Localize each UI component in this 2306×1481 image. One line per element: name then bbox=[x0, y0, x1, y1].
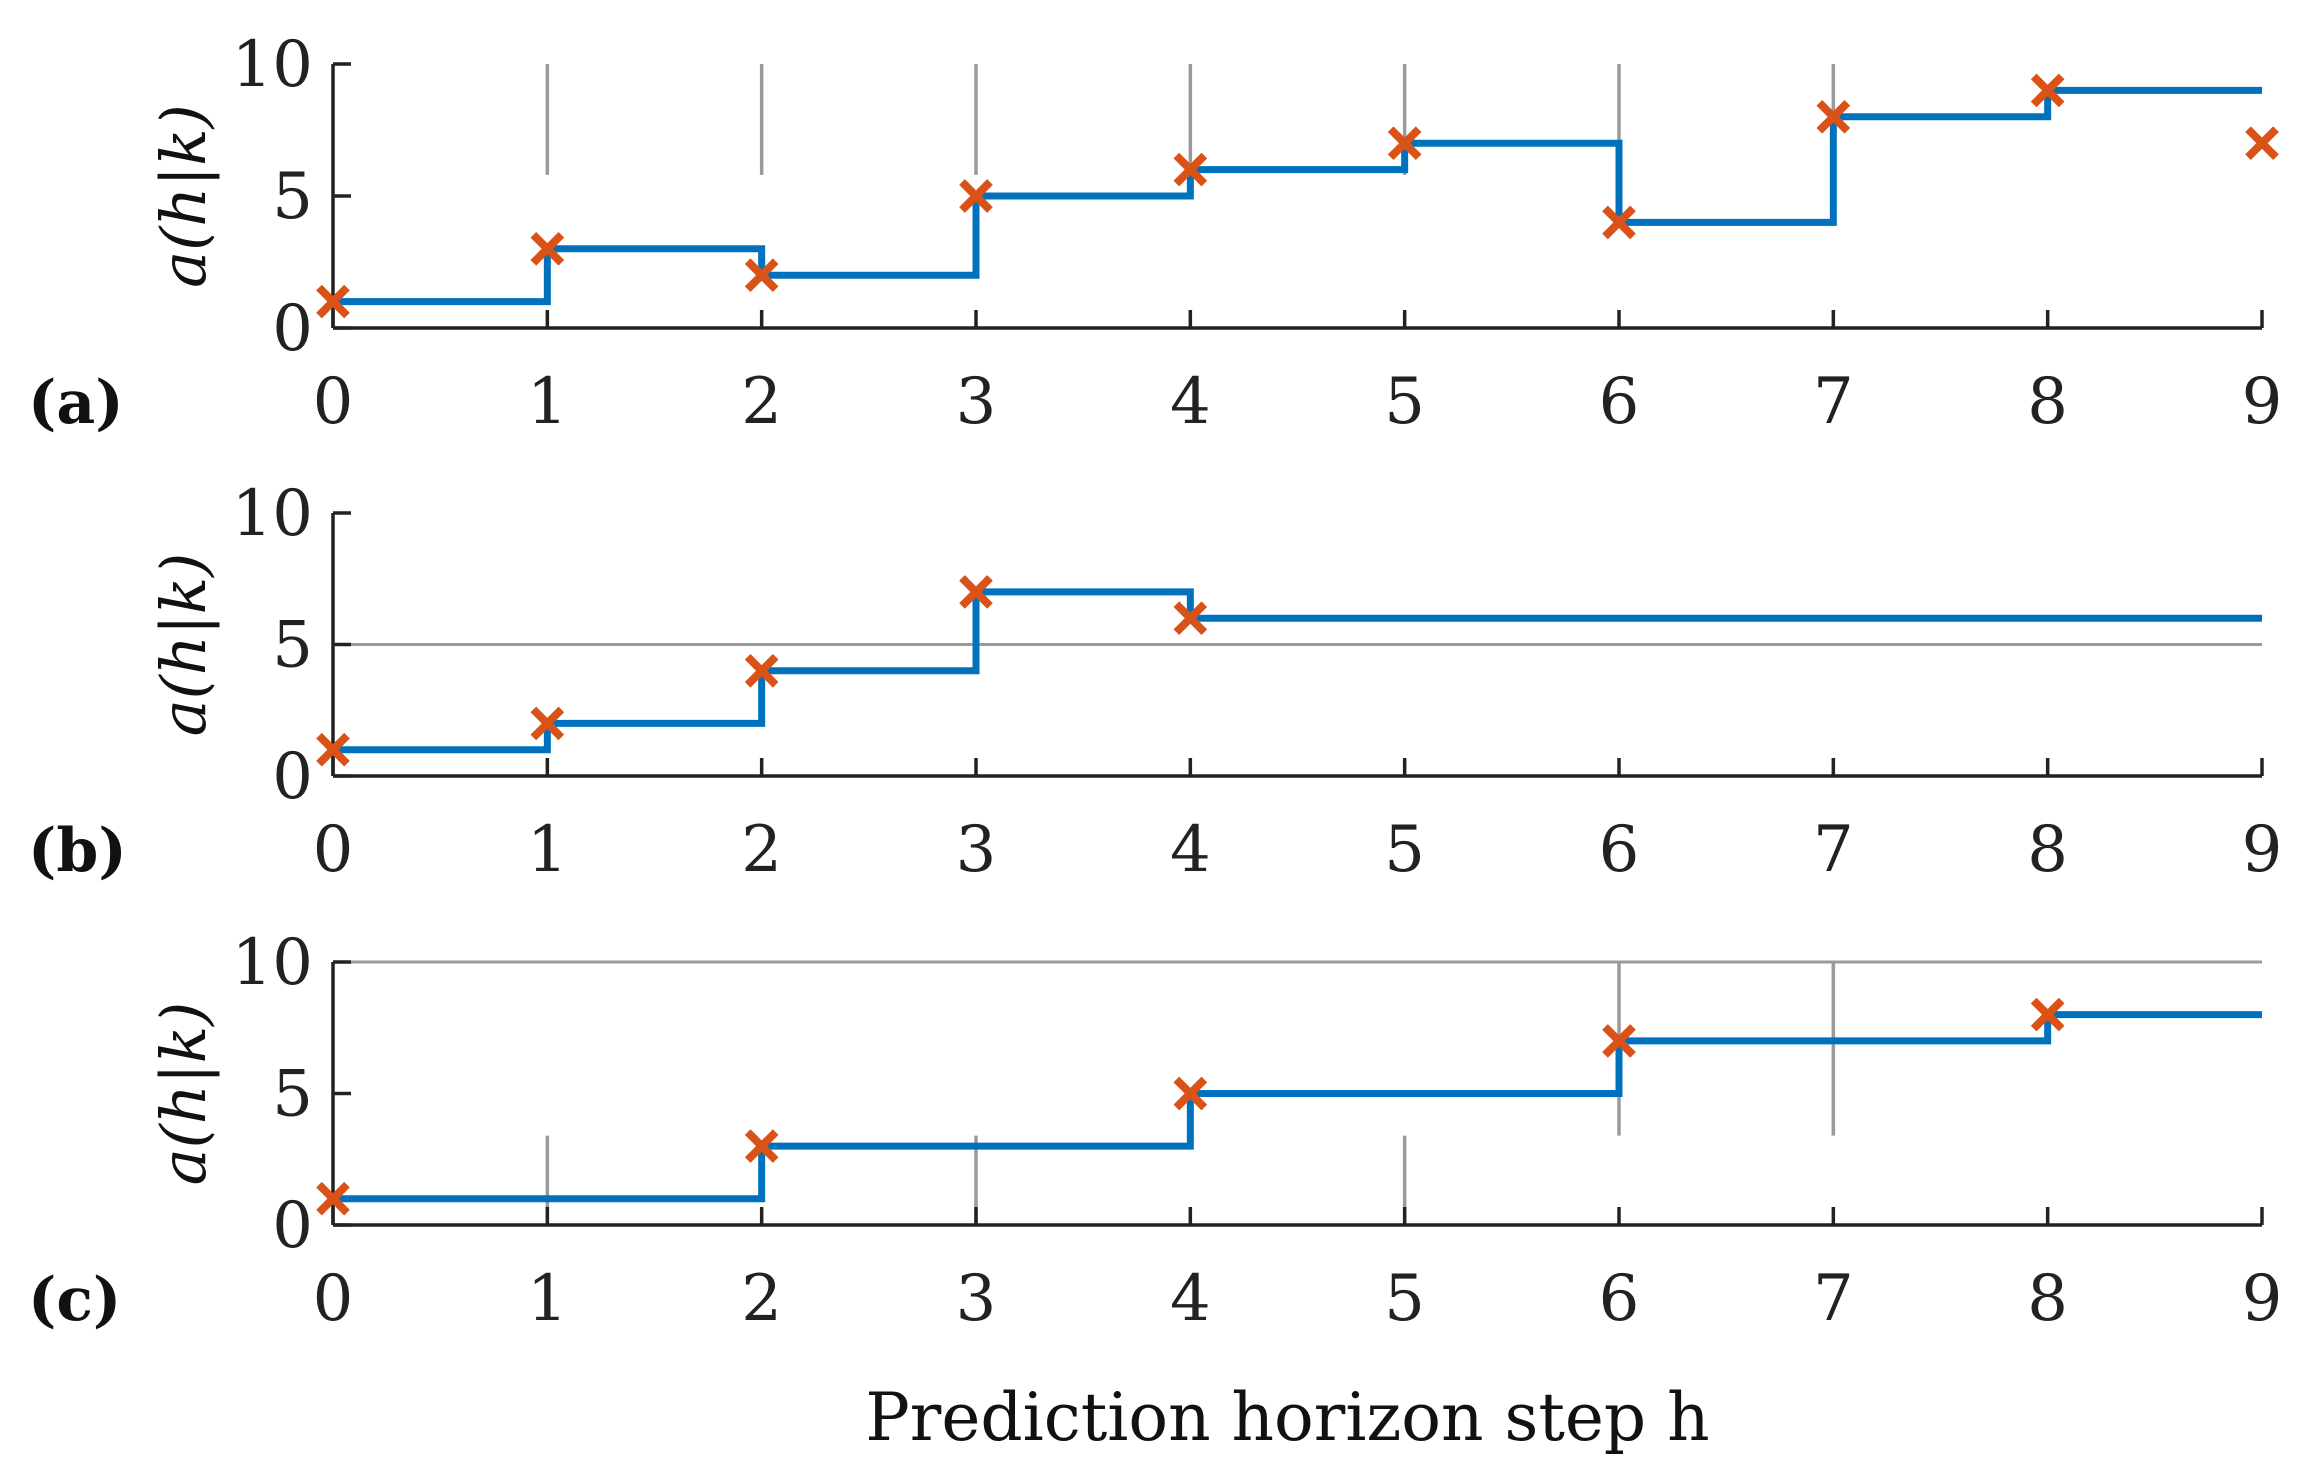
x-tick-label: 8 bbox=[2027, 1262, 2068, 1336]
panel-label: (b) bbox=[28, 816, 127, 886]
y-tick-label: 5 bbox=[272, 160, 313, 234]
x-tick-label: 1 bbox=[527, 813, 568, 887]
data-marker bbox=[1602, 1024, 1636, 1058]
data-marker bbox=[2030, 73, 2065, 108]
x-tick-label: 3 bbox=[956, 365, 997, 439]
y-tick-label: 10 bbox=[232, 477, 313, 551]
x-tick-label: 5 bbox=[1384, 365, 1425, 439]
x-tick-label: 9 bbox=[2242, 365, 2283, 439]
panel-label: (a) bbox=[28, 368, 124, 438]
data-marker bbox=[959, 575, 993, 609]
data-marker bbox=[959, 179, 993, 213]
y-tick-label: 10 bbox=[232, 28, 313, 102]
x-tick-label: 3 bbox=[956, 813, 997, 887]
data-marker bbox=[316, 732, 350, 767]
data-marker bbox=[1387, 126, 1422, 161]
x-tick-label: 7 bbox=[1813, 813, 1854, 887]
x-tick-label: 5 bbox=[1384, 1262, 1425, 1336]
x-tick-label: 7 bbox=[1813, 1262, 1854, 1336]
x-tick-label: 0 bbox=[313, 813, 354, 887]
x-tick-label: 6 bbox=[1599, 1262, 1640, 1336]
data-marker bbox=[1173, 1076, 1208, 1111]
data-marker bbox=[1173, 152, 1208, 187]
data-marker bbox=[744, 1129, 779, 1163]
x-tick-label: 2 bbox=[741, 365, 782, 439]
step-line bbox=[333, 588, 2262, 754]
step-line bbox=[333, 1011, 2262, 1203]
x-tick-label: 9 bbox=[2242, 1262, 2283, 1336]
data-marker bbox=[530, 706, 565, 741]
x-tick-label: 4 bbox=[1170, 813, 1211, 887]
x-tick-label: 0 bbox=[313, 1262, 354, 1336]
x-tick-label: 5 bbox=[1384, 813, 1425, 887]
data-marker bbox=[2030, 997, 2065, 1032]
x-tick-label: 7 bbox=[1813, 365, 1854, 439]
x-tick-label: 1 bbox=[527, 1262, 568, 1336]
data-marker bbox=[744, 258, 779, 293]
y-tick-label: 0 bbox=[272, 740, 313, 814]
y-tick-label: 0 bbox=[272, 1189, 313, 1263]
x-axis-label: Prediction horizon step h bbox=[865, 1379, 1709, 1456]
y-axis-label: a(h|k) bbox=[147, 1002, 220, 1186]
x-tick-label: 8 bbox=[2027, 813, 2068, 887]
x-tick-label: 6 bbox=[1599, 813, 1640, 887]
x-tick-label: 3 bbox=[956, 1262, 997, 1336]
x-tick-label: 8 bbox=[2027, 365, 2068, 439]
data-marker bbox=[1602, 205, 1636, 240]
y-axis-label: a(h|k) bbox=[147, 104, 220, 288]
data-marker bbox=[530, 231, 565, 266]
step-line bbox=[333, 86, 2262, 306]
data-marker bbox=[316, 1181, 350, 1216]
x-tick-label: 2 bbox=[741, 1262, 782, 1336]
data-marker bbox=[316, 284, 350, 319]
data-marker bbox=[1173, 601, 1208, 636]
y-tick-label: 10 bbox=[232, 926, 313, 1000]
data-marker bbox=[2245, 126, 2279, 161]
data-marker bbox=[744, 653, 779, 688]
x-tick-label: 9 bbox=[2242, 813, 2283, 887]
x-tick-label: 6 bbox=[1599, 365, 1640, 439]
x-tick-label: 2 bbox=[741, 813, 782, 887]
x-tick-label: 1 bbox=[527, 365, 568, 439]
x-tick-label: 0 bbox=[313, 365, 354, 439]
y-tick-label: 5 bbox=[272, 609, 313, 683]
y-axis-label: a(h|k) bbox=[147, 553, 220, 737]
x-tick-label: 4 bbox=[1170, 1262, 1211, 1336]
panel-label: (c) bbox=[28, 1265, 121, 1335]
y-tick-label: 0 bbox=[272, 292, 313, 366]
data-marker bbox=[1816, 99, 1851, 134]
x-tick-label: 4 bbox=[1170, 365, 1211, 439]
y-tick-label: 5 bbox=[272, 1058, 313, 1132]
